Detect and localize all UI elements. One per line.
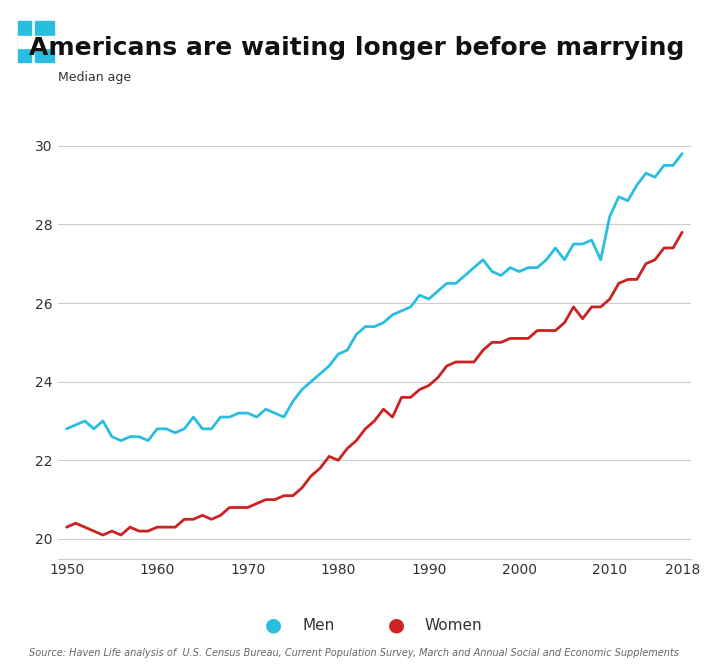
- Text: Women: Women: [425, 618, 482, 632]
- Bar: [18, 21, 31, 63]
- Text: Median age: Median age: [58, 70, 131, 84]
- Bar: [35, 21, 54, 63]
- Text: ●: ●: [387, 616, 405, 634]
- Bar: [13, 13, 60, 70]
- Text: Americans are waiting longer before marrying: Americans are waiting longer before marr…: [29, 36, 684, 60]
- Text: H: H: [14, 23, 33, 52]
- Text: Life insurance that’s actually simple: Life insurance that’s actually simple: [472, 35, 698, 48]
- Text: Men: Men: [302, 618, 335, 632]
- Text: Haven: Haven: [83, 17, 147, 36]
- Text: Life: Life: [83, 47, 120, 66]
- Text: ●: ●: [265, 616, 282, 634]
- Bar: [18, 36, 54, 48]
- Text: Source: Haven Life analysis of  U.S. Census Bureau, Current Population Survey, M: Source: Haven Life analysis of U.S. Cens…: [29, 648, 679, 658]
